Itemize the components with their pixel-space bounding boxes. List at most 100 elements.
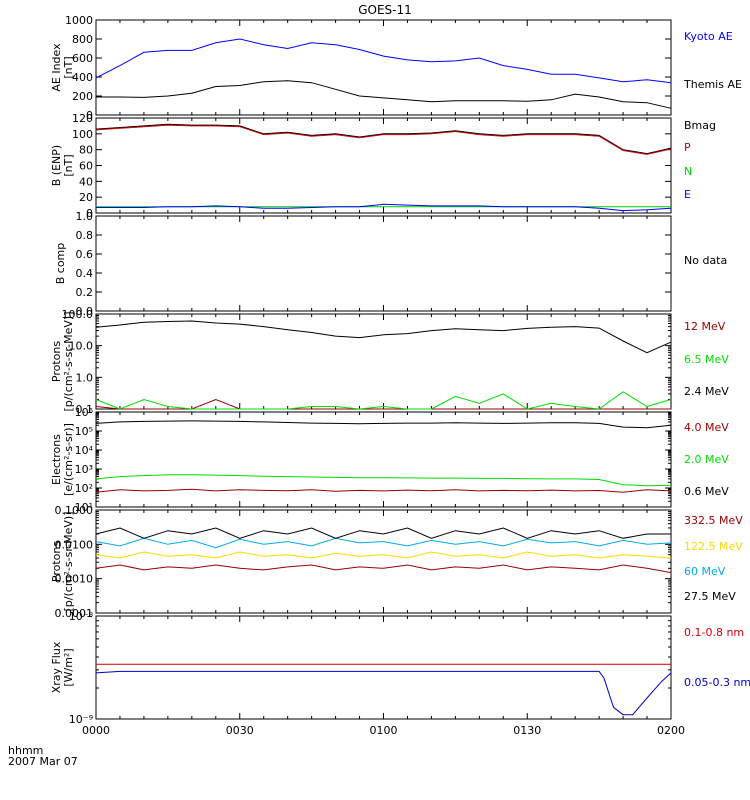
y-tick-label: 0.8 <box>76 229 94 242</box>
y-axis-label: [nT] <box>62 154 75 176</box>
legend-entry: 2.0 MeV <box>684 453 729 466</box>
y-tick-label: 0.1000 <box>55 504 94 517</box>
legend-entry: P <box>684 141 691 154</box>
y-tick-label: 0.0010 <box>55 573 94 586</box>
legend-entry: 332.5 MeV <box>684 514 743 527</box>
series-line-e <box>96 203 672 212</box>
y-tick-label: 10¹ <box>75 501 93 514</box>
y-tick-label: 1.0 <box>76 371 94 384</box>
panel-frame <box>95 313 672 410</box>
legend-entry: E <box>684 188 691 201</box>
y-tick-label: 10³ <box>75 463 93 476</box>
y-tick-label: 40 <box>79 175 93 188</box>
y-axis-label: [p/(cm²-s-sr-MeV)] <box>62 512 75 612</box>
panel-frame <box>95 509 672 614</box>
series-line-0-6-mev <box>95 420 672 429</box>
y-axis-label: B comp <box>54 243 67 285</box>
y-tick-label: 0.6 <box>76 248 94 261</box>
legend-entry: 4.0 MeV <box>684 421 729 434</box>
series-line-p <box>95 124 672 155</box>
legend-entry: Bmag <box>684 119 716 132</box>
date-label: 2007 Mar 07 <box>8 755 78 768</box>
legend-entry: 122.5 MeV <box>684 540 743 553</box>
y-axis-label: Xray Flux <box>50 641 63 693</box>
legend-entry: 0.1-0.8 nm <box>684 626 744 639</box>
panel-frame <box>95 19 672 116</box>
y-tick-label: 0.1 <box>76 403 94 416</box>
y-axis-label: [nT] <box>62 56 75 78</box>
panel-xray: 10⁻⁹ 10⁻⁸ Xray Flux [W/m²] 0.1-0.8 nm 0.05-0.… <box>50 610 750 726</box>
y-tick-label: 10⁻⁹ <box>69 713 93 726</box>
x-tick-label: 0200 <box>657 724 685 737</box>
y-axis-label: [W/m²] <box>62 648 75 686</box>
panel-ae: 0 200 400 600 800 1000 AE Index [nT] Kyoto AE The… <box>50 14 742 122</box>
legend-entry: 0.6 MeV <box>684 485 729 498</box>
legend-entry: 0.05-0.3 nm <box>684 676 750 689</box>
y-tick-label: 0.2 <box>76 286 94 299</box>
y-tick-label: 0.0100 <box>55 538 94 551</box>
x-tick-label: 0100 <box>370 724 398 737</box>
legend-entry: 6.5 MeV <box>684 353 729 366</box>
y-tick-label: 400 <box>72 71 93 84</box>
y-tick-label: 10⁶ <box>75 406 94 419</box>
panel-frame <box>95 215 672 312</box>
series-line-4-0-mev <box>95 488 672 493</box>
time-format-label: hhmm <box>8 744 43 757</box>
y-tick-label: 0.4 <box>76 267 94 280</box>
y-axis-label: Protons <box>50 341 63 382</box>
y-tick-label: 10⁵ <box>75 425 93 438</box>
panel-frame <box>95 615 672 720</box>
series-line-27-5-mev <box>95 527 671 539</box>
y-tick-label: 0.0 <box>76 305 94 318</box>
x-tick-label: 0000 <box>82 724 110 737</box>
legend-entry: 2.4 MeV <box>684 385 729 398</box>
y-axis-label: Electrons <box>50 434 63 485</box>
series-line-kyoto-ae <box>95 38 672 84</box>
y-tick-label: 0 <box>86 109 93 122</box>
y-tick-label: 1.0 <box>76 210 94 223</box>
y-tick-label: 0.0001 <box>55 607 94 620</box>
panel-frame <box>95 411 672 508</box>
y-tick-label: 1000 <box>65 14 93 27</box>
legend-entry: 60 MeV <box>684 565 726 578</box>
panel-bcomp: 0.0 0.2 0.4 0.6 0.8 1.0 B comp No data <box>54 210 727 318</box>
y-tick-label: 10² <box>75 482 93 495</box>
legend-entry: 12 MeV <box>684 320 726 333</box>
y-tick-label: 100.0 <box>62 308 94 321</box>
series-line-122-5-mev <box>95 551 672 559</box>
x-tick-label: 0030 <box>226 724 254 737</box>
legend-entry: 27.5 MeV <box>684 590 736 603</box>
y-tick-label: 80 <box>79 144 93 157</box>
series-line-bmag <box>95 123 672 155</box>
y-axis-label: B (ENP) <box>50 145 63 186</box>
series-line-themis-ae <box>96 80 672 109</box>
legend-entry: Themis AE <box>683 78 742 91</box>
series-line-6-5-mev <box>95 391 672 410</box>
legend-entry: N <box>684 165 692 178</box>
series-line-2-4-mev <box>95 320 672 354</box>
y-axis-label: AE Index <box>50 43 63 92</box>
y-tick-label: 120 <box>72 112 93 125</box>
panel-bfield: 0 20 40 60 80 100 120 B (ENP) [nT] Bmag PNE <box>50 112 716 220</box>
y-tick-label: 20 <box>79 191 93 204</box>
y-tick-label: 200 <box>72 90 93 103</box>
y-tick-label: 600 <box>72 52 93 65</box>
y-tick-label: 800 <box>72 33 93 46</box>
y-axis-label: [p/(cm²-s-sr-MeV)] <box>62 312 75 412</box>
y-axis-label: [e/(cm²-s-sr)] <box>62 423 75 496</box>
panel-electrons: 10¹ 10² 10³ 10⁴ 10⁵ 10⁶ Electrons [e/(cm²-s-sr)… <box>50 406 729 514</box>
y-tick-label: 60 <box>79 160 93 173</box>
y-tick-label: 10⁻⁸ <box>69 610 94 623</box>
series-line-60-mev <box>95 537 672 549</box>
series-line-2-0-mev <box>95 474 672 487</box>
legend-entry: No data <box>684 254 727 267</box>
series-line-0-05-0-3-nm <box>95 670 672 716</box>
legend-entry: Kyoto AE <box>684 30 733 43</box>
panel-frame <box>95 117 672 214</box>
y-tick-label: 10⁴ <box>75 444 94 457</box>
x-tick-label: 0130 <box>513 724 541 737</box>
y-tick-label: 10.0 <box>69 340 94 353</box>
y-tick-label: 100 <box>72 128 93 141</box>
